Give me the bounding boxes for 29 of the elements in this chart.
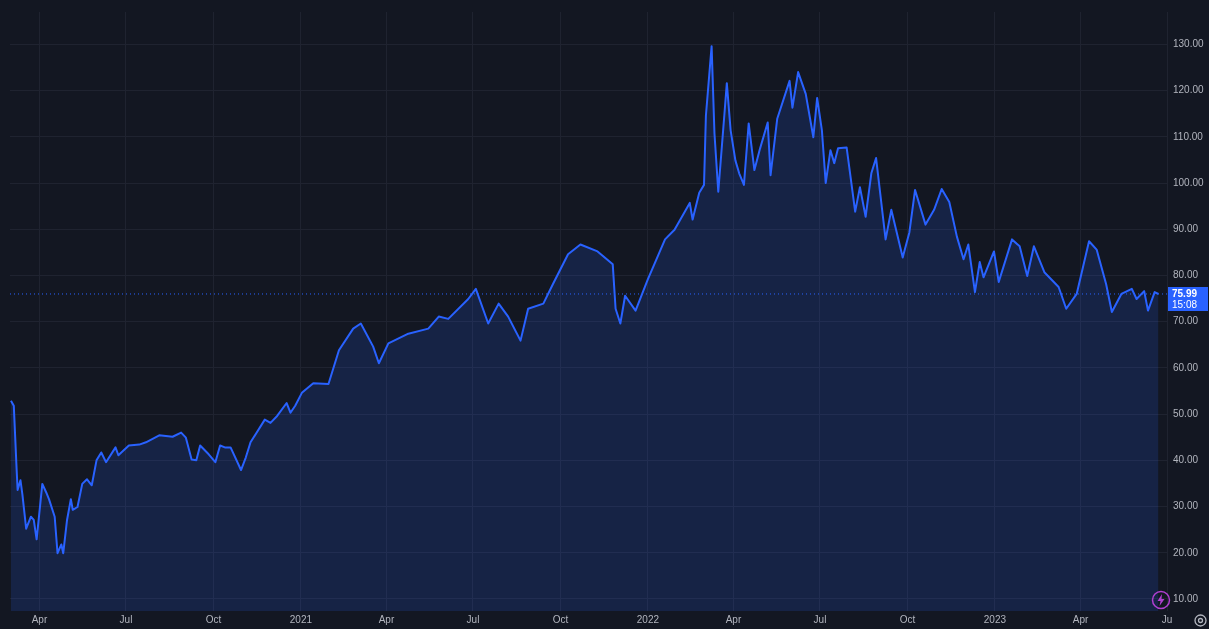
y-tick-label: 30.00 xyxy=(1173,500,1199,512)
x-tick-label: Apr xyxy=(1072,613,1089,625)
x-tick-label: 2022 xyxy=(636,613,660,625)
text: 15:08 xyxy=(1172,298,1198,310)
y-tick-label: 50.00 xyxy=(1173,407,1199,419)
ref-line-label: 75.99 xyxy=(1172,287,1198,299)
y-tick-label: 120.00 xyxy=(1173,84,1205,96)
y-tick-label: 110.00 xyxy=(1173,130,1204,142)
x-tick-label: 2021 xyxy=(289,613,313,625)
x-tick-label: Jul xyxy=(119,613,133,625)
y-tick-label: 60.00 xyxy=(1173,361,1199,373)
x-tick-label: Oct xyxy=(899,613,916,625)
y-tick-label: 80.00 xyxy=(1173,269,1199,281)
x-tick-label: 2023 xyxy=(983,613,1007,625)
y-tick-label: 10.00 xyxy=(1173,592,1199,604)
y-tick-label: 40.00 xyxy=(1173,454,1199,466)
x-tick-label: Apr xyxy=(725,613,742,625)
x-tick-label: Apr xyxy=(378,613,395,625)
y-tick-label: 70.00 xyxy=(1173,315,1199,327)
y-tick-label: 20.00 xyxy=(1173,546,1199,558)
x-tick-label: Oct xyxy=(552,613,569,625)
x-tick-label: Apr xyxy=(31,613,48,625)
y-tick-label: 130.00 xyxy=(1173,38,1205,50)
x-tick-label: Jul xyxy=(813,613,827,625)
x-tick-label: Jul xyxy=(466,613,480,625)
y-tick-label: 90.00 xyxy=(1173,222,1199,234)
y-tick-label: 100.00 xyxy=(1173,176,1205,188)
x-tick-label: Ju xyxy=(1161,613,1173,625)
x-tick-label: Oct xyxy=(205,613,222,625)
